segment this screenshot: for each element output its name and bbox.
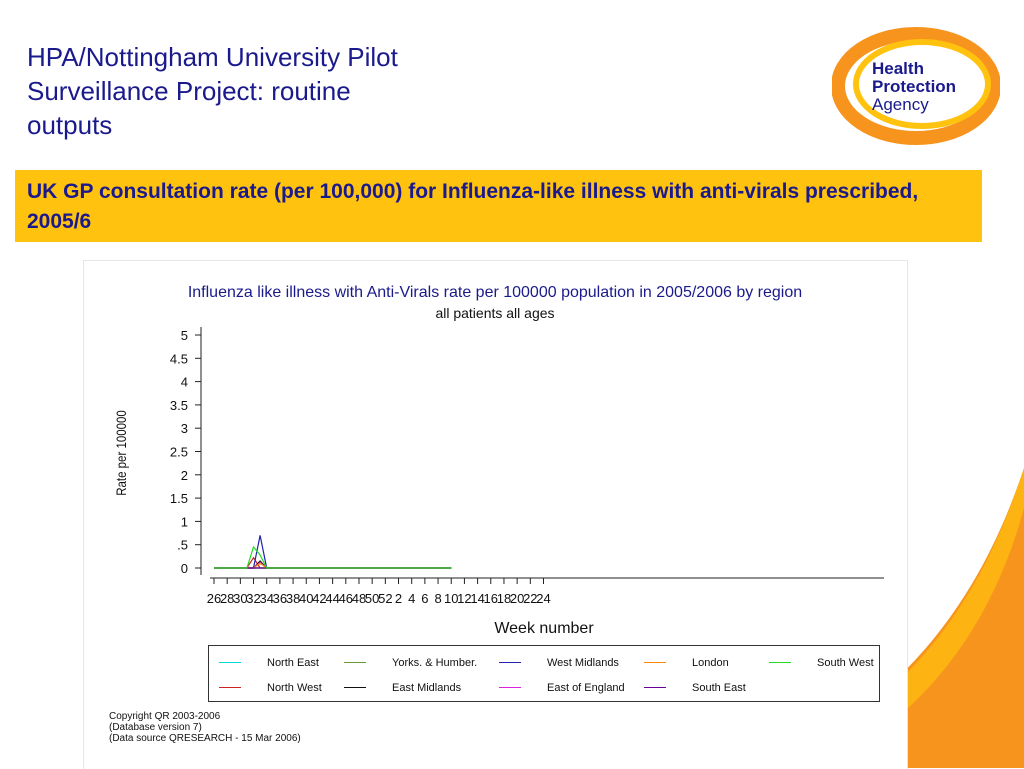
- legend-swatch: [344, 687, 366, 688]
- legend-swatch: [499, 687, 521, 688]
- legend-label: North West: [267, 682, 322, 694]
- legend-swatch: [644, 687, 666, 688]
- y-axis-label: Rate per 100000: [113, 410, 129, 495]
- slide-title-line-3: outputs: [27, 110, 113, 140]
- y-tick-label: 1: [181, 514, 188, 529]
- x-axis-label: Week number: [494, 620, 594, 637]
- logo-line-2: Protection: [872, 77, 956, 96]
- y-tick-label: 5: [181, 328, 188, 343]
- chart-title: Influenza like illness with Anti-Virals …: [188, 284, 802, 301]
- y-tick-label: .5: [177, 538, 188, 553]
- y-tick-label: 4: [181, 375, 188, 390]
- line-chart: Influenza like illness with Anti-Virals …: [113, 284, 884, 637]
- legend-swatch: [499, 662, 521, 663]
- slide-title-line-2: Surveillance Project: routine: [27, 76, 351, 106]
- legend-swatch: [644, 662, 666, 663]
- x-tick-label: 10: [444, 591, 458, 606]
- chart-subtitle: all patients all ages: [435, 305, 554, 321]
- slide-title-line-1: HPA/Nottingham University Pilot: [27, 42, 398, 72]
- y-tick-label: 2: [181, 468, 188, 483]
- logo-line-1: Health: [872, 59, 924, 78]
- legend-swatch: [769, 662, 791, 663]
- legend-label: Yorks. & Humber.: [392, 657, 478, 669]
- logo-line-3: Agency: [872, 95, 929, 114]
- legend-label: West Midlands: [547, 657, 619, 669]
- x-tick-label: 44: [325, 591, 339, 606]
- x-tick-label: 22: [523, 591, 537, 606]
- x-tick-label: 12: [457, 591, 471, 606]
- y-tick-label: 1.5: [170, 491, 188, 506]
- x-tick-label: 50: [365, 591, 379, 606]
- x-tick-label: 2: [395, 591, 402, 606]
- x-tick-label: 36: [273, 591, 287, 606]
- legend-swatch: [219, 662, 241, 663]
- x-tick-label: 24: [536, 591, 550, 606]
- copyright-line-3: (Data source QRESEARCH - 15 Mar 2006): [109, 733, 301, 744]
- x-tick-label: 26: [207, 591, 221, 606]
- y-tick-label: 2.5: [170, 445, 188, 460]
- x-tick-label: 14: [470, 591, 484, 606]
- x-tick-label: 34: [259, 591, 273, 606]
- x-tick-label: 52: [378, 591, 392, 606]
- x-tick-label: 18: [497, 591, 511, 606]
- x-tick-label: 38: [286, 591, 300, 606]
- logo-ring-outer: [832, 27, 1000, 145]
- legend-label: South East: [692, 682, 746, 694]
- y-tick-label: 3: [181, 421, 188, 436]
- subtitle-banner: UK GP consultation rate (per 100,000) fo…: [15, 170, 982, 242]
- legend-swatch: [219, 687, 241, 688]
- x-tick-label: 28: [220, 591, 234, 606]
- chart-panel: Influenza like illness with Anti-Virals …: [83, 260, 908, 769]
- y-tick-label: 4.5: [170, 351, 188, 366]
- copyright-notice: Copyright QR 2003-2006 (Database version…: [109, 711, 301, 744]
- x-tick-label: 16: [484, 591, 498, 606]
- x-tick-label: 32: [246, 591, 260, 606]
- legend-label: North East: [267, 657, 319, 669]
- x-tick-label: 48: [352, 591, 366, 606]
- x-tick-label: 42: [312, 591, 326, 606]
- health-protection-agency-logo: Health Protection Agency: [832, 27, 1000, 145]
- x-tick-label: 30: [233, 591, 247, 606]
- x-tick-label: 20: [510, 591, 524, 606]
- x-tick-label: 8: [434, 591, 441, 606]
- legend-swatch: [344, 662, 366, 663]
- slide-title: HPA/Nottingham University Pilot Surveill…: [27, 40, 487, 142]
- legend-label: London: [692, 657, 729, 669]
- legend-label: East of England: [547, 682, 625, 694]
- series-line-south-west: [214, 545, 452, 569]
- logo-ring-inner: [853, 39, 991, 129]
- y-tick-label: 3.5: [170, 398, 188, 413]
- x-tick-label: 4: [408, 591, 415, 606]
- copyright-line-1: Copyright QR 2003-2006: [109, 711, 221, 722]
- chart-legend: North East North West Yorks. & Humber. East…: [208, 645, 880, 702]
- y-tick-label: 0: [181, 561, 188, 576]
- copyright-line-2: (Database version 7): [109, 722, 202, 733]
- legend-label: East Midlands: [392, 682, 462, 694]
- banner-text: UK GP consultation rate (per 100,000) fo…: [27, 180, 919, 233]
- x-tick-label: 40: [299, 591, 313, 606]
- x-tick-label: 46: [339, 591, 353, 606]
- x-tick-label: 6: [421, 591, 428, 606]
- legend-label: South West: [817, 657, 874, 669]
